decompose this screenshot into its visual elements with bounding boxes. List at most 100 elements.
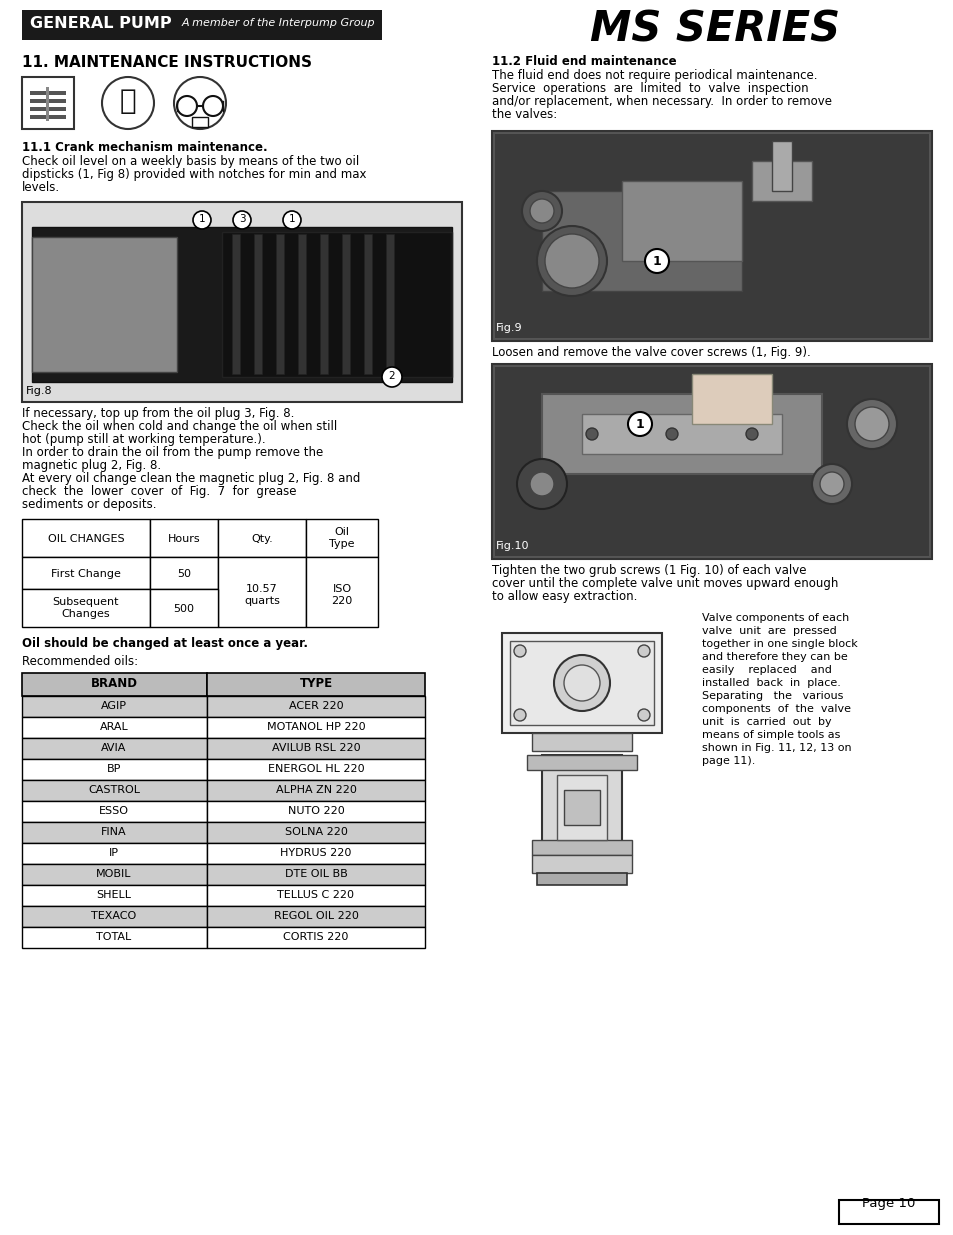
- Circle shape: [537, 226, 606, 296]
- Bar: [495, 135, 928, 338]
- Text: Check the oil when cold and change the oil when still: Check the oil when cold and change the o…: [22, 420, 337, 433]
- Bar: [22, 760, 207, 781]
- Text: The fluid end does not require periodical maintenance.: The fluid end does not require periodica…: [492, 69, 817, 82]
- Bar: [32, 227, 452, 382]
- Bar: [501, 634, 661, 734]
- Bar: [541, 394, 821, 474]
- Circle shape: [514, 645, 525, 657]
- Text: CORTIS 220: CORTIS 220: [283, 932, 349, 942]
- Bar: [510, 641, 654, 725]
- Text: 10.57: 10.57: [246, 584, 277, 594]
- Bar: [532, 855, 631, 873]
- Text: dipsticks (1, Fig 8) provided with notches for min and max: dipsticks (1, Fig 8) provided with notch…: [22, 168, 366, 182]
- Bar: [319, 233, 328, 374]
- Text: installed  back  in  place.: installed back in place.: [701, 678, 840, 688]
- Bar: [150, 589, 218, 627]
- Circle shape: [530, 199, 554, 224]
- Text: MOTANOL HP 220: MOTANOL HP 220: [267, 722, 365, 732]
- Text: Page 10: Page 10: [862, 1197, 915, 1210]
- Text: Recommended oils:: Recommended oils:: [22, 655, 138, 668]
- Bar: [207, 823, 424, 844]
- Bar: [207, 906, 424, 927]
- Bar: [22, 77, 74, 128]
- Text: 1: 1: [635, 417, 643, 431]
- Text: TELLUS C 220: TELLUS C 220: [277, 890, 355, 900]
- Text: 11. MAINTENANCE INSTRUCTIONS: 11. MAINTENANCE INSTRUCTIONS: [22, 56, 312, 70]
- Text: MS SERIES: MS SERIES: [589, 7, 840, 49]
- Circle shape: [644, 249, 668, 273]
- Bar: [207, 927, 424, 948]
- Bar: [192, 117, 208, 127]
- Text: HYDRUS 220: HYDRUS 220: [280, 848, 352, 858]
- Text: and/or replacement, when necessary.  In order to remove: and/or replacement, when necessary. In o…: [492, 95, 831, 107]
- Bar: [22, 844, 207, 864]
- Bar: [557, 776, 606, 840]
- Bar: [22, 927, 207, 948]
- Circle shape: [820, 472, 843, 496]
- Text: Type: Type: [329, 538, 355, 550]
- Bar: [22, 718, 207, 739]
- Text: OIL CHANGES: OIL CHANGES: [48, 534, 124, 543]
- Text: components  of  the  valve: components of the valve: [701, 704, 850, 714]
- Text: CASTROL: CASTROL: [88, 785, 140, 795]
- Text: Fig.10: Fig.10: [496, 541, 529, 551]
- Text: BRAND: BRAND: [91, 677, 137, 690]
- Text: Oil should be changed at least once a year.: Oil should be changed at least once a ye…: [22, 637, 308, 650]
- Text: IP: IP: [109, 848, 119, 858]
- Text: AVILUB RSL 220: AVILUB RSL 220: [272, 743, 360, 753]
- Bar: [532, 840, 631, 855]
- Bar: [207, 864, 424, 885]
- Circle shape: [554, 655, 609, 711]
- Bar: [22, 203, 461, 403]
- Bar: [207, 673, 424, 697]
- Text: Fig.8: Fig.8: [26, 387, 52, 396]
- Text: MOBIL: MOBIL: [96, 869, 132, 879]
- Bar: [386, 233, 394, 374]
- Bar: [22, 781, 207, 802]
- Circle shape: [203, 96, 223, 116]
- Text: quarts: quarts: [244, 597, 279, 606]
- Text: Oil: Oil: [335, 527, 349, 537]
- Circle shape: [854, 408, 888, 441]
- Bar: [22, 802, 207, 823]
- Text: sediments or deposits.: sediments or deposits.: [22, 498, 156, 511]
- Bar: [275, 233, 284, 374]
- Text: ESSO: ESSO: [99, 806, 129, 816]
- Text: hot (pump still at working temperature.).: hot (pump still at working temperature.)…: [22, 433, 265, 446]
- Circle shape: [745, 429, 758, 440]
- Bar: [341, 233, 350, 374]
- Bar: [838, 1200, 938, 1224]
- Text: means of simple tools as: means of simple tools as: [701, 730, 840, 740]
- Text: AGIP: AGIP: [101, 701, 127, 711]
- Circle shape: [177, 96, 196, 116]
- Text: 500: 500: [173, 604, 194, 614]
- Text: BP: BP: [107, 764, 121, 774]
- Text: Separating   the   various: Separating the various: [701, 692, 842, 701]
- Text: valve  unit  are  pressed: valve unit are pressed: [701, 626, 836, 636]
- Text: GENERAL PUMP: GENERAL PUMP: [30, 16, 172, 31]
- Bar: [751, 161, 811, 201]
- Text: together in one single block: together in one single block: [701, 638, 857, 650]
- Bar: [22, 10, 381, 40]
- Bar: [207, 885, 424, 906]
- Circle shape: [638, 645, 649, 657]
- Text: ENERGOL HL 220: ENERGOL HL 220: [268, 764, 364, 774]
- Text: Tighten the two grub screws (1 Fig. 10) of each valve: Tighten the two grub screws (1 Fig. 10) …: [492, 564, 805, 577]
- Text: shown in Fig. 11, 12, 13 on: shown in Fig. 11, 12, 13 on: [701, 743, 851, 753]
- Bar: [150, 519, 218, 557]
- Circle shape: [233, 211, 251, 228]
- Circle shape: [811, 464, 851, 504]
- Text: and therefore they can be: and therefore they can be: [701, 652, 847, 662]
- Bar: [207, 760, 424, 781]
- Bar: [32, 237, 177, 372]
- Bar: [207, 739, 424, 760]
- Text: Service  operations  are  limited  to  valve  inspection: Service operations are limited to valve …: [492, 82, 808, 95]
- Circle shape: [665, 429, 678, 440]
- Text: levels.: levels.: [22, 182, 60, 194]
- Bar: [306, 557, 377, 627]
- Bar: [22, 906, 207, 927]
- Bar: [207, 781, 424, 802]
- Text: Check oil level on a weekly basis by means of the two oil: Check oil level on a weekly basis by mea…: [22, 156, 359, 168]
- Text: TYPE: TYPE: [299, 677, 333, 690]
- Text: AVIA: AVIA: [101, 743, 127, 753]
